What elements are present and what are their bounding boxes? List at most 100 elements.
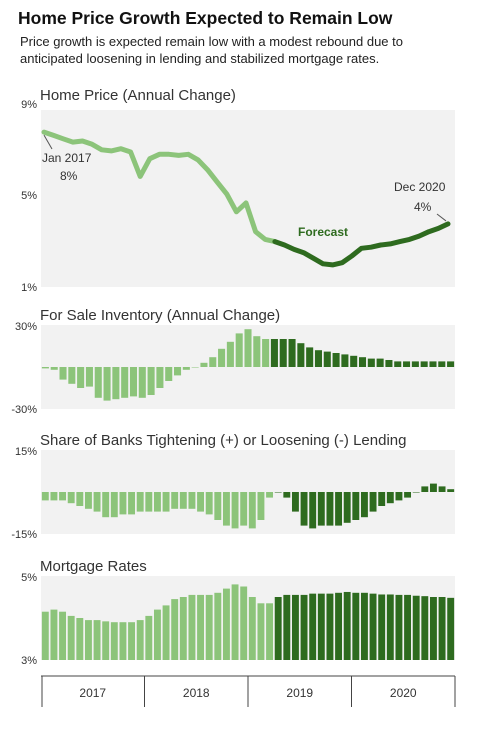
- bar-panel-4: [231, 584, 239, 660]
- bar-panel-4: [369, 593, 377, 660]
- bar-panel-4: [447, 597, 455, 660]
- y-tick-label: 5%: [21, 572, 37, 584]
- bar-panel-2: [200, 362, 208, 367]
- bar-panel-4: [248, 597, 256, 660]
- bar-panel-3: [76, 492, 84, 506]
- bar-panel-3: [59, 492, 67, 501]
- bar-panel-2: [129, 367, 138, 397]
- bar-panel-4: [395, 594, 403, 660]
- bar-panel-2: [341, 354, 349, 367]
- bar-panel-3: [352, 492, 360, 520]
- x-tick-label: 2020: [390, 686, 417, 700]
- bar-panel-4: [429, 597, 437, 660]
- bar-panel-4: [59, 611, 67, 660]
- bar-panel-2: [394, 361, 402, 367]
- plot-area-panel-4: [41, 576, 455, 660]
- bar-panel-4: [386, 594, 394, 660]
- bar-panel-3: [343, 492, 351, 523]
- bar-panel-4: [84, 620, 92, 660]
- bar-panel-3: [205, 492, 213, 515]
- bar-panel-2: [279, 339, 287, 367]
- home-price-forecast-line: [272, 221, 451, 268]
- bar-panel-2: [41, 367, 49, 369]
- panel-title: Share of Banks Tightening (+) or Looseni…: [40, 432, 406, 449]
- bar-panel-4: [102, 621, 110, 660]
- bar-panel-4: [50, 609, 58, 660]
- bar-panel-3: [171, 492, 179, 509]
- panel-title: Home Price (Annual Change): [40, 87, 236, 104]
- bar-panel-4: [317, 593, 325, 660]
- y-tick-label: -15%: [11, 529, 37, 541]
- bar-panel-2: [244, 329, 252, 367]
- bar-panel-3: [93, 492, 101, 512]
- bar-panel-2: [85, 367, 93, 387]
- bar-panel-3: [283, 492, 291, 498]
- bar-panel-2: [147, 367, 155, 395]
- bar-panel-4: [153, 609, 161, 660]
- bar-panel-4: [309, 593, 317, 660]
- bar-panel-2: [429, 361, 437, 367]
- chart-title: Home Price Growth Expected to Remain Low: [18, 8, 393, 28]
- y-tick-label: 3%: [21, 655, 37, 667]
- y-tick-label: 30%: [15, 321, 37, 333]
- bar-panel-4: [438, 597, 446, 660]
- bar-panel-3: [162, 492, 170, 512]
- bar-panel-4: [412, 595, 420, 660]
- bar-panel-4: [188, 594, 196, 660]
- bar-panel-3: [369, 492, 377, 512]
- y-tick-label: 9%: [21, 99, 37, 111]
- bar-panel-4: [274, 597, 282, 660]
- bar-panel-2: [411, 361, 419, 367]
- bar-panel-3: [429, 483, 437, 492]
- bar-panel-3: [136, 492, 144, 512]
- bar-panel-4: [421, 596, 429, 660]
- bar-panel-2: [209, 357, 217, 367]
- bar-panel-2: [182, 367, 190, 370]
- bar-panel-2: [103, 367, 111, 401]
- bar-panel-4: [145, 615, 153, 660]
- bar-panel-2: [262, 339, 270, 367]
- bar-panel-2: [403, 361, 411, 367]
- bar-panel-3: [50, 492, 58, 501]
- bar-panel-4: [162, 605, 170, 660]
- bar-panel-4: [360, 592, 368, 660]
- bar-panel-3: [274, 492, 282, 493]
- annotation-jan-2017-value: 8%: [60, 169, 78, 183]
- bar-panel-4: [93, 620, 101, 660]
- bar-panel-4: [257, 603, 265, 660]
- bar-panel-3: [110, 492, 118, 518]
- y-tick-label: -30%: [11, 404, 37, 416]
- home-price-history-line: [41, 129, 278, 245]
- bar-panel-4: [119, 622, 127, 660]
- bar-panel-4: [300, 594, 308, 660]
- bar-panel-3: [248, 492, 256, 529]
- bar-panel-3: [386, 492, 394, 504]
- bar-panel-2: [174, 367, 182, 376]
- bar-panel-2: [138, 367, 146, 398]
- bar-panel-2: [121, 367, 129, 398]
- bar-panel-3: [41, 492, 49, 501]
- bar-panel-2: [226, 341, 234, 367]
- bar-panel-2: [350, 355, 358, 367]
- bar-panel-2: [314, 350, 322, 367]
- bar-panel-2: [77, 367, 85, 388]
- bar-panel-2: [50, 367, 58, 370]
- bar-panel-4: [222, 588, 230, 660]
- bar-panel-2: [376, 358, 384, 367]
- bar-panel-2: [358, 357, 367, 367]
- bar-panel-4: [41, 611, 49, 660]
- bar-panel-4: [291, 594, 299, 660]
- bar-panel-3: [300, 492, 308, 526]
- bar-panel-2: [367, 358, 375, 367]
- bar-panel-3: [222, 492, 230, 526]
- bar-panel-3: [119, 492, 127, 515]
- bar-panel-2: [385, 360, 393, 367]
- bar-panel-3: [102, 492, 110, 518]
- bar-panel-4: [179, 597, 187, 660]
- bar-panel-3: [378, 492, 386, 506]
- x-tick-label: 2018: [183, 686, 210, 700]
- bar-panel-2: [323, 351, 331, 367]
- bar-panel-2: [306, 347, 314, 367]
- bar-panel-3: [84, 492, 92, 509]
- bar-panel-4: [76, 618, 84, 660]
